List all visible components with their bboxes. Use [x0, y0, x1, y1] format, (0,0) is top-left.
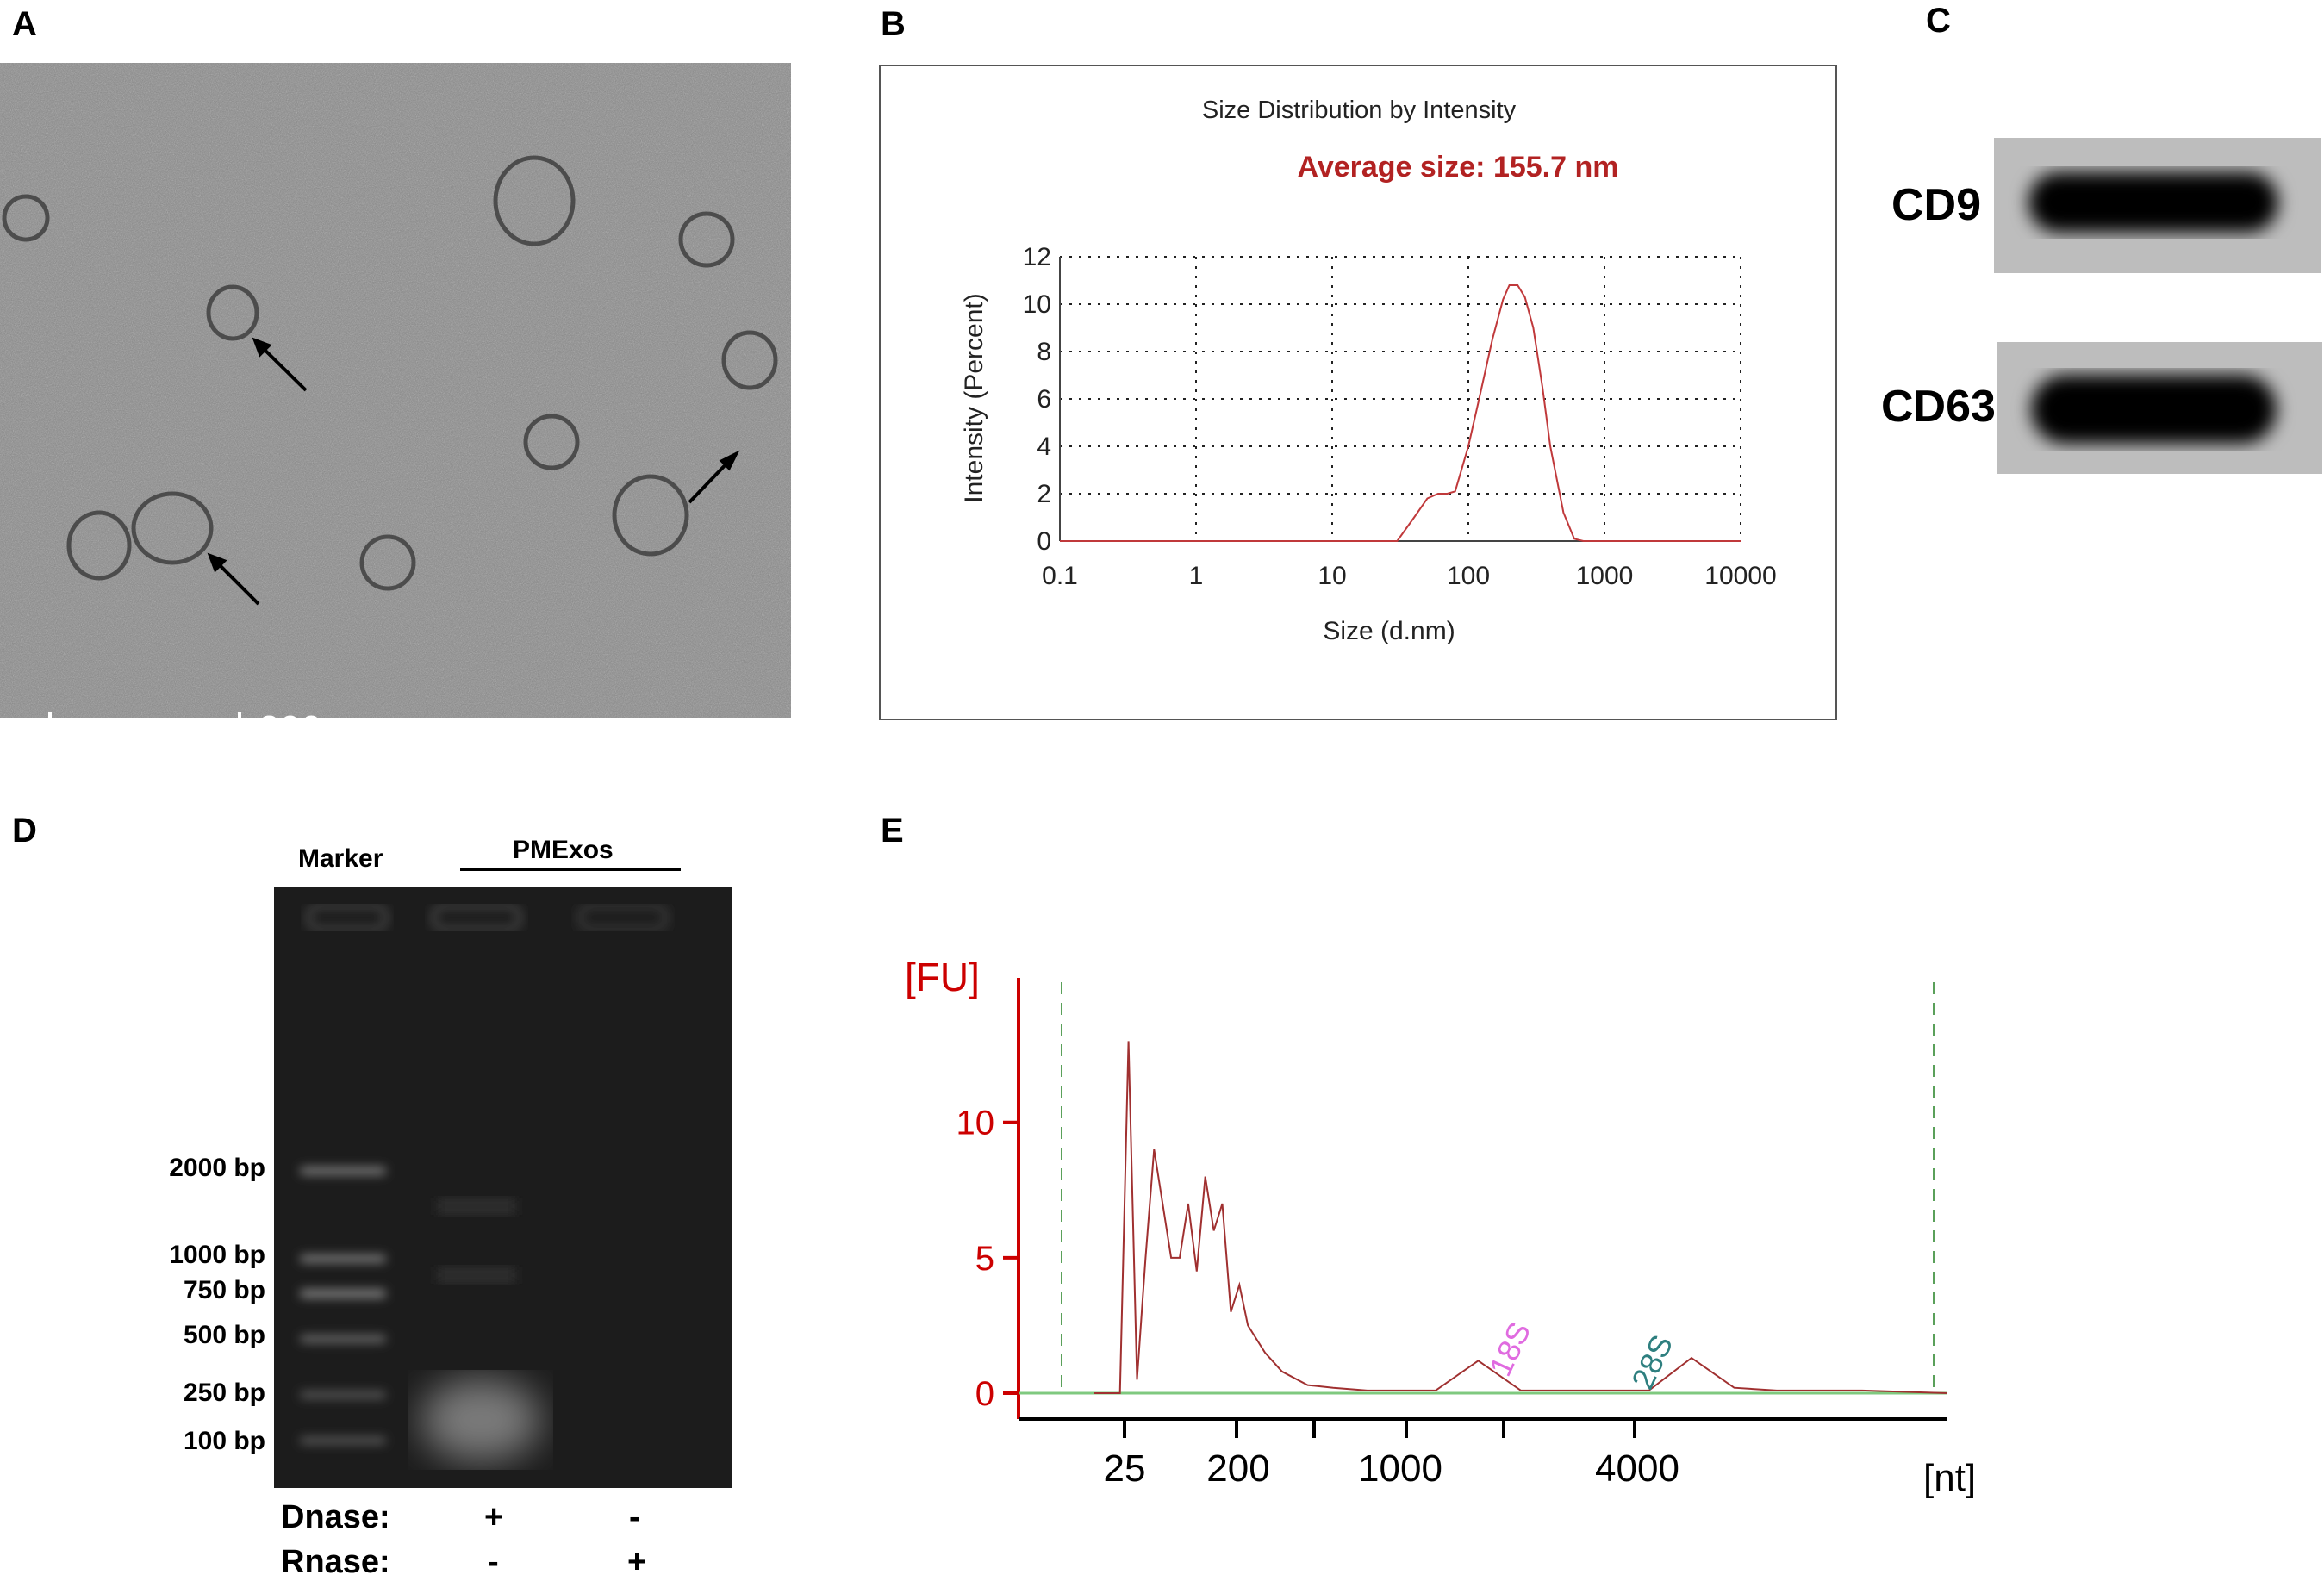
dls-title: Size Distribution by Intensity: [1202, 96, 1517, 124]
dls-xtick-label-0: 0.1: [1042, 562, 1078, 590]
bio-ytick-label-0: 0: [975, 1375, 994, 1413]
dls-chart: Size Distribution by Intensity Average s…: [960, 96, 1777, 645]
dls-y-axis-label: Intensity (Percent): [960, 293, 988, 502]
tem-micrograph: 200 nm: [0, 63, 791, 718]
bio-electropherogram-trace: [1094, 1041, 1948, 1394]
panel-b-letter: B: [881, 5, 906, 43]
bio-y-axis-label: [FU]: [905, 955, 980, 999]
ladder-750: 750 bp: [183, 1276, 265, 1304]
bio-ytick-label-2: 10: [956, 1105, 995, 1142]
bio-xtick-label-0: 25: [1104, 1447, 1146, 1490]
dls-ytick-label-1: 2: [1037, 480, 1051, 508]
dnase-lane1: +: [484, 1499, 504, 1535]
bio-x-unit-label: [nt]: [1923, 1457, 1976, 1499]
agarose-gel: [274, 887, 732, 1488]
bioanalyzer-chart: [FU] [nt] 0 5 10 25 200 1000 4000 18S 28S: [905, 955, 1976, 1499]
ladder-bands: [300, 1167, 386, 1444]
panel-c-letter: C: [1926, 2, 1951, 40]
rnase-lane2: +: [627, 1544, 647, 1580]
dls-xtick-label-5: 10000: [1704, 562, 1776, 590]
bio-18s-marker: 18S: [1482, 1316, 1537, 1381]
gel-image: [274, 887, 732, 1488]
vesicles: [2, 155, 778, 591]
panel-d-letter: D: [12, 812, 37, 850]
ladder-1000: 1000 bp: [169, 1241, 265, 1269]
dls-average-size: Average size: 155.7 nm: [1298, 151, 1619, 184]
cd63-blot: [1997, 342, 2322, 474]
ladder-500: 500 bp: [183, 1321, 265, 1349]
tem-image: 200 nm: [0, 63, 791, 718]
cd63-band: [2031, 375, 2277, 444]
bio-xtick-label-3: 4000: [1595, 1447, 1679, 1490]
exosome-rna-smear: [421, 1379, 541, 1461]
bio-y-ticks: 0 5 10: [956, 1105, 1019, 1413]
dls-xtick-label-4: 1000: [1576, 562, 1634, 590]
rnase-lane1: -: [488, 1544, 499, 1580]
bio-28s-marker: 28S: [1624, 1329, 1679, 1394]
ladder-250: 250 bp: [183, 1379, 265, 1407]
arrows: [207, 337, 740, 606]
dls-ytick-label-5: 10: [1023, 290, 1051, 319]
dls-grid: [1059, 256, 1741, 542]
dls-x-axis-label: Size (d.nm): [1323, 617, 1455, 645]
scale-bar-label: 200 nm: [259, 708, 385, 718]
ladder-2000: 2000 bp: [169, 1154, 265, 1182]
dls-ticks: 0.1 1 10 100 1000 10000 0 2 4 6 8 10 12: [1023, 243, 1777, 590]
panel-a-letter: A: [12, 5, 37, 43]
bio-x-ticks: 25 200 1000 4000: [1104, 1419, 1679, 1490]
cd9-band: [2028, 172, 2278, 233]
gel-marker-header: Marker: [298, 844, 383, 873]
ladder-100: 100 bp: [183, 1427, 265, 1455]
dls-ytick-label-3: 6: [1037, 385, 1051, 414]
bio-ytick-label-1: 5: [975, 1240, 994, 1278]
dls-ytick-label-4: 8: [1037, 338, 1051, 366]
gel-group-header: PMExos: [513, 836, 614, 864]
dls-chart-frame: Size Distribution by Intensity Average s…: [879, 65, 1837, 720]
dls-xtick-label-2: 10: [1318, 562, 1346, 590]
cd9-label: CD9: [1891, 180, 1982, 230]
dls-ytick-label-6: 12: [1023, 243, 1051, 271]
bio-xtick-label-1: 200: [1206, 1447, 1269, 1490]
gel-group-underline: [460, 868, 681, 871]
dls-series-line: [1060, 284, 1741, 542]
dls-ytick-label-0: 0: [1037, 527, 1051, 556]
cd9-blot: [1994, 138, 2321, 273]
bio-axes: [1017, 978, 1947, 1421]
rnase-label: Rnase:: [281, 1544, 390, 1580]
dls-xtick-label-1: 1: [1189, 562, 1204, 590]
dls-xtick-label-3: 100: [1447, 562, 1490, 590]
dnase-lane2: -: [629, 1499, 640, 1535]
bio-xtick-label-2: 1000: [1358, 1447, 1442, 1490]
panel-e-letter: E: [881, 812, 904, 850]
dls-ytick-label-2: 4: [1037, 433, 1051, 461]
dnase-label: Dnase:: [281, 1499, 390, 1535]
cd63-label: CD63: [1881, 382, 1996, 432]
